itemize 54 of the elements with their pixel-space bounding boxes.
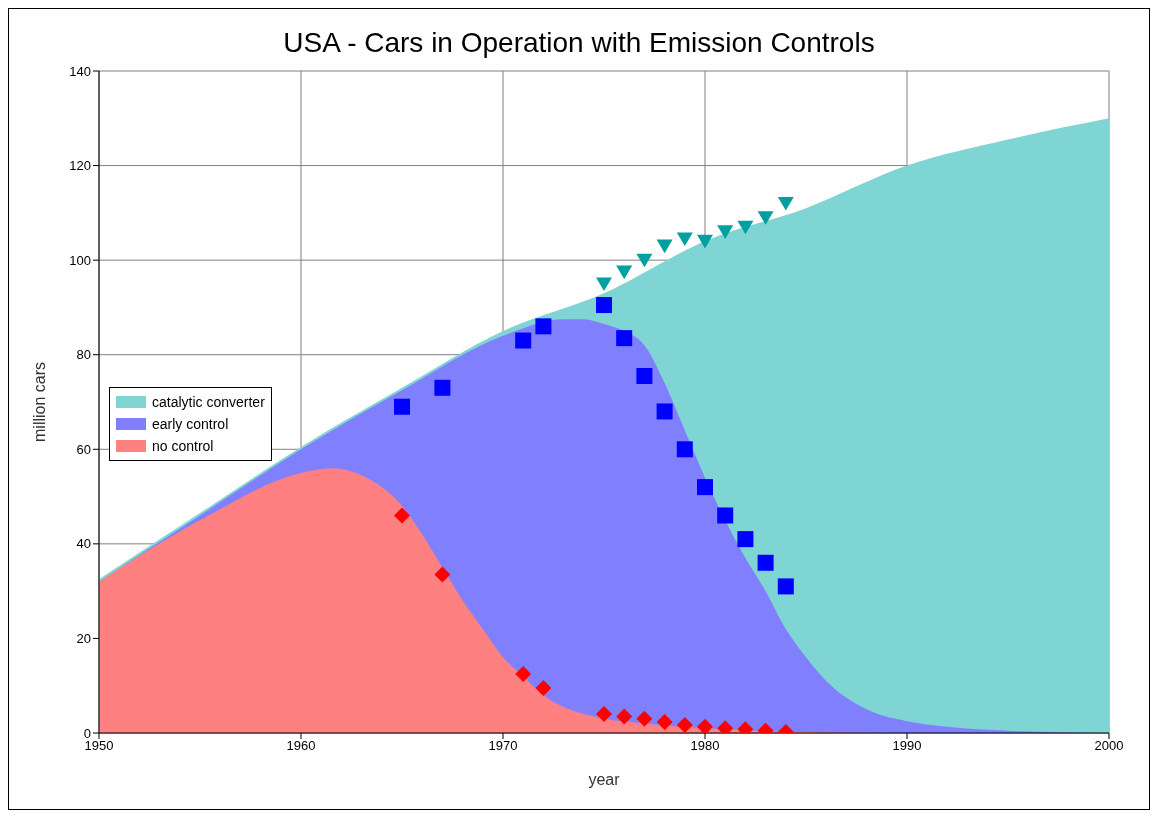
point [515,332,532,349]
point [616,330,633,347]
point [757,554,774,571]
point [656,403,673,420]
point [656,714,673,731]
y-tick-label: 60 [76,441,91,457]
x-tick-label: 1990 [892,738,922,754]
y-tick-label: 0 [83,725,91,741]
point [777,197,794,211]
point [515,665,532,682]
point [757,211,774,225]
point [697,234,713,249]
point [676,232,693,247]
legend-label: no control [151,437,215,456]
y-tick-label: 140 [69,63,91,79]
point [737,220,754,235]
point [697,718,713,733]
x-axis-title: year [588,771,621,788]
point [697,479,713,496]
point [535,680,552,697]
x-tick-label: 1980 [690,738,720,754]
point [717,225,734,239]
y-tick-label: 40 [76,536,91,552]
point [676,441,693,458]
y-tick-label: 80 [76,347,91,363]
point [777,578,794,595]
x-tick-label: 1960 [286,738,316,754]
point [394,398,410,415]
y-tick-label: 100 [69,252,91,268]
point [636,710,653,727]
point [596,277,612,291]
point [596,706,612,723]
point [434,379,451,396]
point [535,318,552,335]
point [656,239,673,254]
x-tick-label: 1950 [84,738,114,754]
y-axis-title: million cars [30,361,48,443]
point [676,716,693,733]
point [636,367,653,384]
x-tick-label: 2000 [1094,738,1124,754]
y-tick-label: 120 [69,158,91,174]
point [616,265,633,280]
point [434,566,451,583]
chart-title: USA - Cars in Operation with Emission Controls [282,27,876,60]
legend-label: catalytic converter [151,393,265,412]
y-tick-label: 20 [76,631,91,647]
point [717,507,734,524]
x-tick-label: 1970 [488,738,518,754]
point [636,253,653,268]
point [596,297,612,314]
point [616,708,633,725]
legend-label: early control [151,415,230,434]
point [737,531,754,548]
point [394,507,410,524]
